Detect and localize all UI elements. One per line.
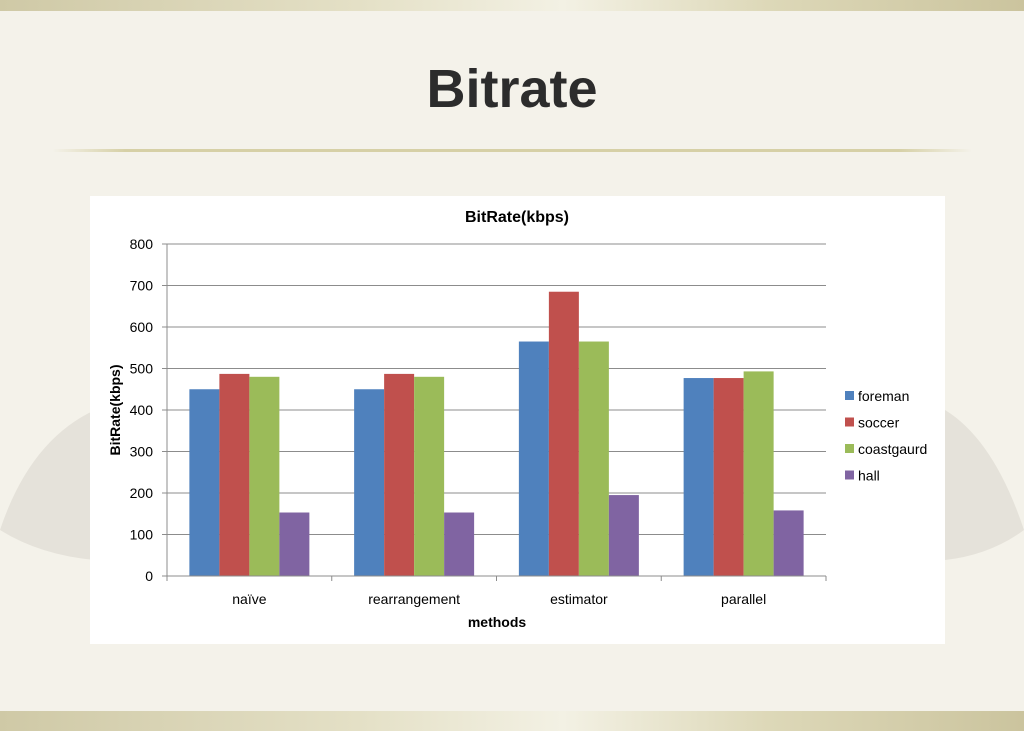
- legend-label-hall: hall: [858, 468, 880, 484]
- bar-foreman: [683, 378, 714, 576]
- legend-label-coastgaurd: coastgaurd: [858, 441, 927, 457]
- y-tick-label: 500: [130, 361, 154, 377]
- axes: 0 100 200 300 400 500 600 700 800 naïve rearrangem…: [130, 236, 827, 607]
- bar-foreman: [189, 389, 220, 576]
- y-tick-label: 100: [130, 527, 154, 543]
- bar-hall: [444, 512, 475, 576]
- slide-title: Bitrate: [426, 59, 598, 119]
- legend-swatch-soccer: [845, 417, 854, 427]
- bar-coastgaurd: [743, 371, 774, 576]
- bar-coastgaurd: [414, 376, 445, 576]
- background-fan-decoration: [0, 410, 1024, 560]
- x-tick-label: estimator: [550, 591, 608, 607]
- bar-foreman: [518, 341, 549, 576]
- legend-label-foreman: foreman: [858, 388, 909, 404]
- y-tick-label: 300: [130, 444, 154, 460]
- bitrate-bar-chart: BitRate(kbps) 0 100 200 300 400 500 600 700 800 n…: [107, 209, 927, 630]
- bar-soccer: [384, 373, 415, 576]
- bar-soccer: [219, 373, 250, 576]
- bar-soccer: [548, 291, 579, 576]
- x-tick-label: parallel: [721, 591, 766, 607]
- bar-coastgaurd: [249, 376, 280, 576]
- bar-hall: [279, 512, 310, 576]
- y-tick-label: 800: [130, 236, 154, 252]
- legend-swatch-coastgaurd: [845, 444, 854, 453]
- x-tick-label: naïve: [232, 591, 266, 607]
- legend-swatch-hall: [845, 470, 854, 480]
- chart-panel: BitRate(kbps) 0 100 200 300 400 500 600 700 800 n…: [90, 196, 945, 644]
- y-tick-label: 200: [130, 485, 154, 501]
- bar-hall: [773, 510, 804, 576]
- y-axis-label: BitRate(kbps): [107, 364, 123, 455]
- y-tick-label: 400: [130, 402, 154, 418]
- y-tick-label: 700: [130, 278, 154, 294]
- y-tick-label: 0: [145, 568, 153, 584]
- x-axis-label: methods: [468, 614, 527, 630]
- bar-hall: [608, 495, 639, 576]
- bars: [189, 291, 804, 576]
- title-divider: [52, 149, 972, 152]
- bar-foreman: [354, 389, 385, 576]
- legend-swatch-foreman: [845, 391, 854, 400]
- bar-soccer: [713, 378, 744, 576]
- chart-title: BitRate(kbps): [465, 209, 569, 226]
- legend: foreman soccer coastgaurd hall: [845, 388, 927, 484]
- bottom-decor-band: [0, 711, 1024, 731]
- top-decor-band: [0, 0, 1024, 11]
- bar-coastgaurd: [578, 341, 609, 576]
- legend-label-soccer: soccer: [858, 415, 900, 431]
- y-tick-label: 600: [130, 319, 154, 335]
- x-tick-label: rearrangement: [368, 591, 460, 607]
